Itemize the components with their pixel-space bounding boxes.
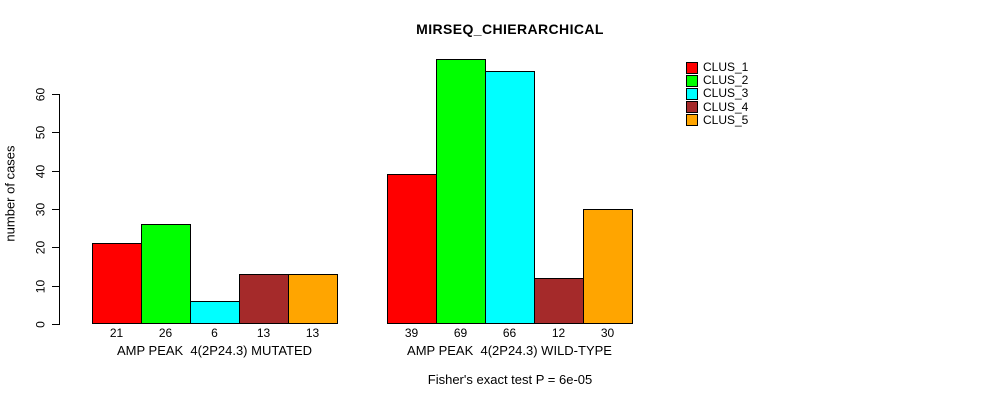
- y-axis-tick-label: 10: [33, 279, 48, 294]
- legend-color-swatch: [686, 74, 698, 87]
- y-axis-tick: [52, 247, 59, 248]
- bar-value-label: 6: [211, 326, 218, 340]
- y-axis-tick: [52, 171, 59, 172]
- y-axis-tick: [52, 324, 59, 325]
- y-axis-tick-label: 0: [33, 321, 48, 328]
- legend-label: CLUS_3: [703, 86, 749, 101]
- footnote-fisher-test: Fisher's exact test P = 6e-05: [427, 372, 593, 387]
- y-axis-tick-label: 30: [33, 202, 48, 217]
- bar-clus_3-group1: [190, 301, 240, 324]
- bar-clus_4-group1: [239, 274, 289, 324]
- bar-value-label: 66: [502, 326, 517, 340]
- bar-clus_5-group2: [583, 209, 633, 324]
- y-axis-tick-label: 50: [33, 125, 48, 140]
- legend-label: CLUS_2: [703, 73, 749, 88]
- bar-clus_4-group2: [534, 278, 584, 324]
- y-axis-tick-label: 60: [33, 87, 48, 102]
- bar-value-label: 21: [109, 326, 124, 340]
- y-axis-tick: [52, 132, 59, 133]
- bar-value-label: 69: [453, 326, 468, 340]
- legend-color-swatch: [686, 61, 698, 74]
- x-axis-group-label: AMP PEAK 4(2P24.3) MUTATED: [116, 343, 313, 358]
- y-axis-line: [59, 94, 60, 325]
- y-axis-label: number of cases: [2, 145, 18, 242]
- bar-clus_2-group1: [141, 224, 191, 324]
- legend-item-clus_2: CLUS_2: [686, 74, 748, 87]
- legend-label: CLUS_4: [703, 99, 749, 114]
- legend-label: CLUS_1: [703, 60, 749, 75]
- bar-clus_5-group1: [288, 274, 338, 324]
- bar-clus_3-group2: [485, 71, 535, 324]
- bar-value-label: 13: [256, 326, 271, 340]
- bar-value-label: 12: [551, 326, 566, 340]
- bar-clus_1-group1: [92, 243, 142, 324]
- y-axis-tick-label: 20: [33, 240, 48, 255]
- legend: CLUS_1 CLUS_2 CLUS_3 CLUS_4 CLUS_5: [686, 61, 748, 127]
- legend-color-swatch: [686, 114, 698, 127]
- legend-item-clus_5: CLUS_5: [686, 112, 749, 127]
- x-axis-group-label: AMP PEAK 4(2P24.3) WILD-TYPE: [407, 343, 612, 358]
- y-axis-tick: [52, 209, 59, 210]
- chart-title: MIRSEQ_CHIERARCHICAL: [416, 21, 604, 37]
- bar-clus_1-group2: [387, 174, 437, 324]
- bar-value-label: 13: [305, 326, 320, 340]
- legend-color-swatch: [686, 101, 698, 114]
- y-axis-tick-label: 40: [33, 164, 48, 179]
- y-axis-tick: [52, 94, 59, 95]
- bar-value-label: 39: [404, 326, 419, 340]
- bar-clus_2-group2: [436, 59, 486, 324]
- legend-item-clus_3: CLUS_3: [686, 87, 748, 100]
- legend-item-clus_4: CLUS_4: [686, 99, 749, 114]
- y-axis-tick: [52, 286, 59, 287]
- bar-value-label: 30: [600, 326, 615, 340]
- legend-item-clus_1: CLUS_1: [686, 61, 748, 74]
- legend-label: CLUS_5: [703, 112, 749, 127]
- legend-color-swatch: [686, 87, 698, 100]
- bar-value-label: 26: [158, 326, 173, 340]
